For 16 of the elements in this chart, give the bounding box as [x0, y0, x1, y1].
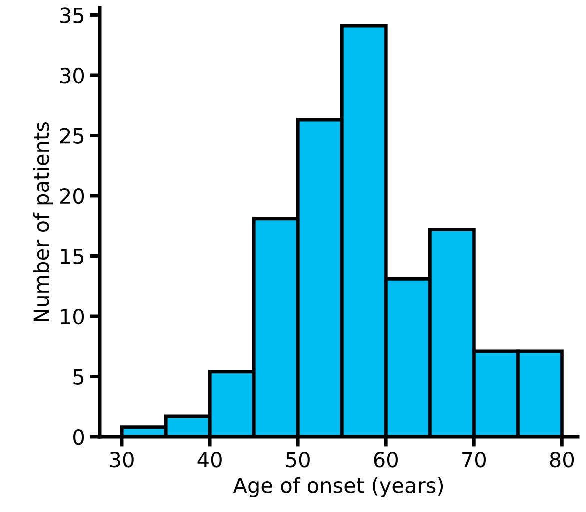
y-tick-label: 15 — [61, 248, 84, 264]
x-tick-label: 40 — [198, 452, 222, 468]
x-tick-label: 60 — [374, 452, 398, 468]
y-tick-label: 30 — [60, 68, 84, 84]
x-axis-title: Age of onset (years) — [233, 477, 444, 498]
y-axis-title: Number of patients — [33, 122, 54, 322]
x-tick-label: 70 — [462, 452, 486, 468]
y-tick-label: 35 — [60, 8, 84, 24]
x-tick-label: 80 — [550, 452, 574, 468]
x-tick-label: 50 — [286, 452, 310, 468]
y-tick-label: 20 — [60, 188, 84, 204]
x-tick-label: 30 — [110, 452, 134, 468]
y-tick-label: 5 — [74, 369, 84, 385]
y-tick-label: 10 — [61, 308, 84, 325]
y-tick-label: 0 — [74, 429, 84, 446]
y-tick-label: 25 — [60, 128, 84, 144]
